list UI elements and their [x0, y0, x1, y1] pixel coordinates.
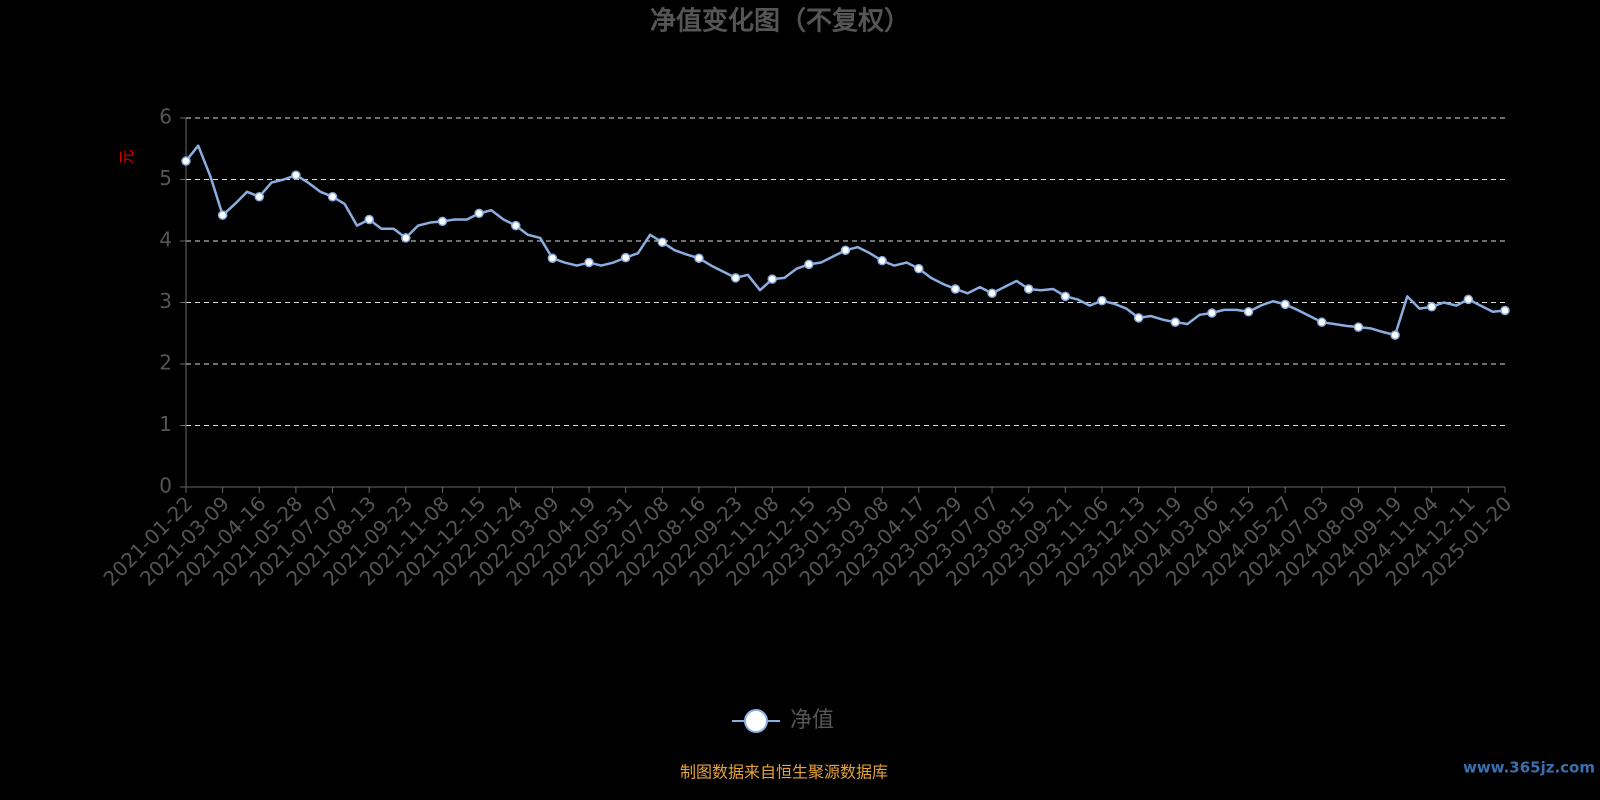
- point-marker: [1500, 305, 1510, 316]
- y-tick-label: 4: [159, 228, 172, 252]
- y-tick-label: 5: [159, 166, 172, 190]
- point-marker: [217, 210, 228, 220]
- point-marker: [181, 156, 191, 166]
- point-marker: [1463, 294, 1474, 305]
- point-marker: [1426, 302, 1437, 312]
- source-note: 制图数据来自恒生聚源数据库: [680, 763, 888, 782]
- point-marker: [401, 233, 411, 243]
- legend-marker: [744, 709, 768, 733]
- point-marker: [767, 274, 777, 284]
- y-tick-label: 3: [159, 289, 172, 313]
- point-marker: [1317, 317, 1327, 327]
- y-tick-label: 0: [159, 474, 172, 498]
- point-marker: [1097, 295, 1107, 306]
- point-marker: [840, 245, 851, 255]
- point-marker: [804, 259, 814, 270]
- watermark: www.365jz.com: [1463, 759, 1595, 777]
- point-marker: [364, 214, 374, 225]
- point-marker: [547, 253, 558, 263]
- point-marker: [1023, 284, 1034, 294]
- series-line: [185, 144, 1506, 337]
- point-marker: [657, 237, 668, 247]
- point-marker: [1353, 322, 1364, 332]
- point-marker: [291, 170, 301, 180]
- point-marker: [474, 208, 484, 219]
- point-marker: [694, 253, 704, 263]
- legend-label: 净值: [790, 708, 834, 733]
- chart-title: 净值变化图（不复权）: [650, 6, 910, 37]
- point-marker: [584, 257, 594, 268]
- point-marker: [1133, 313, 1144, 323]
- point-marker: [1170, 317, 1180, 327]
- point-marker: [1243, 306, 1254, 317]
- y-tick-label: 6: [159, 105, 172, 129]
- point-marker: [254, 191, 265, 202]
- point-marker: [1207, 308, 1217, 318]
- point-marker: [1280, 299, 1290, 310]
- point-marker: [877, 255, 887, 266]
- point-marker: [914, 263, 924, 274]
- point-marker: [950, 284, 961, 294]
- point-marker: [511, 220, 521, 231]
- point-marker: [327, 191, 338, 202]
- point-marker: [437, 216, 448, 227]
- y-axis-label: 元: [118, 149, 136, 164]
- y-tick-label: 2: [159, 351, 172, 375]
- point-marker: [987, 288, 997, 299]
- point-marker: [1060, 291, 1071, 302]
- point-marker: [1390, 330, 1400, 340]
- y-tick-label: 1: [159, 412, 172, 436]
- point-marker: [620, 252, 631, 263]
- point-marker: [730, 273, 741, 283]
